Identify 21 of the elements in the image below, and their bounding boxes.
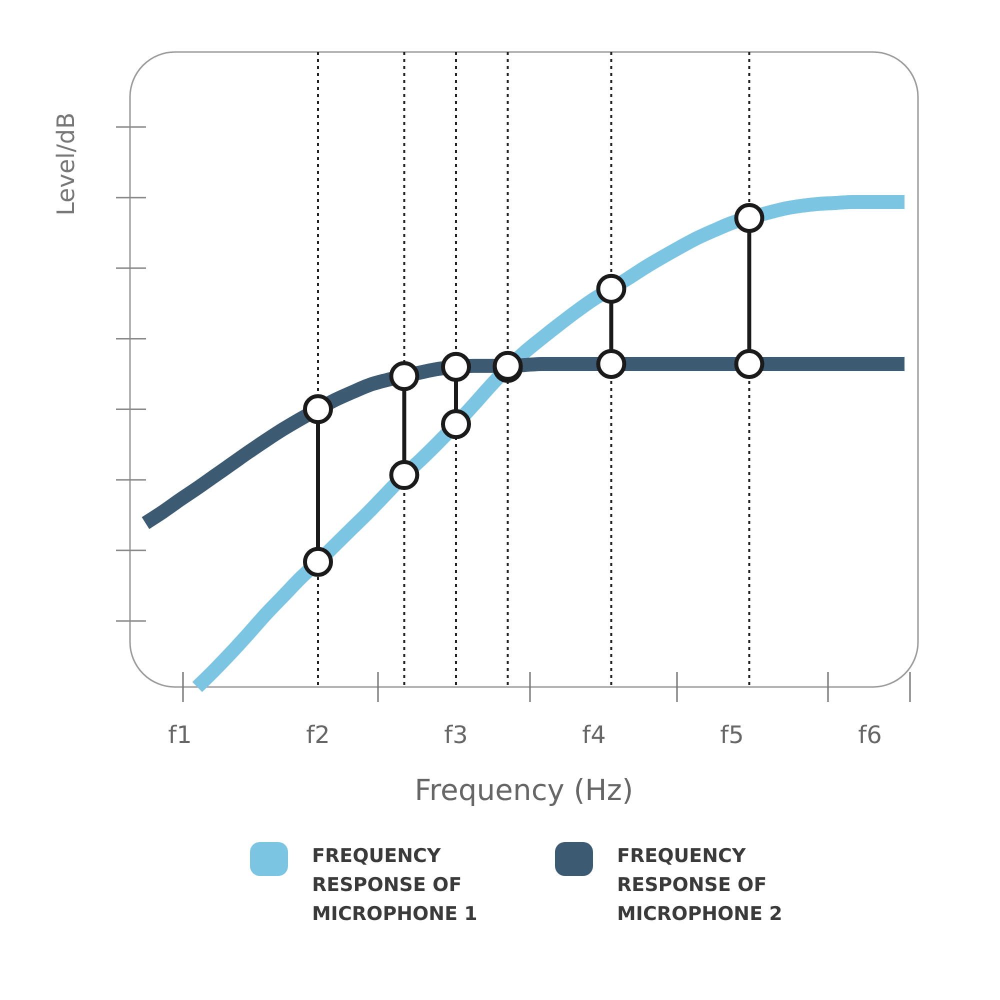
point [596, 348, 626, 379]
legend-label: FREQUENCY RESPONSE OF MICROPHONE 1 [312, 845, 478, 925]
x-axis-title: Frequency (Hz) [414, 773, 634, 807]
x-tick-label: f4 [582, 721, 606, 749]
y-axis-title: Level/dB [52, 112, 80, 216]
point [734, 203, 764, 234]
point [492, 350, 523, 381]
x-tick-label: f1 [168, 721, 192, 749]
point [596, 274, 626, 304]
point [389, 460, 420, 490]
x-tick-label: f2 [306, 721, 330, 749]
point [389, 361, 420, 392]
x-tick-label: f5 [720, 721, 744, 749]
point [303, 546, 333, 577]
point [441, 409, 471, 440]
point [441, 352, 471, 382]
x-tick-label: f3 [444, 721, 468, 749]
point [734, 348, 764, 379]
x-tick-label: f6 [858, 721, 882, 749]
point [303, 394, 333, 424]
legend-label: FREQUENCY RESPONSE OF MICROPHONE 2 [617, 845, 782, 925]
